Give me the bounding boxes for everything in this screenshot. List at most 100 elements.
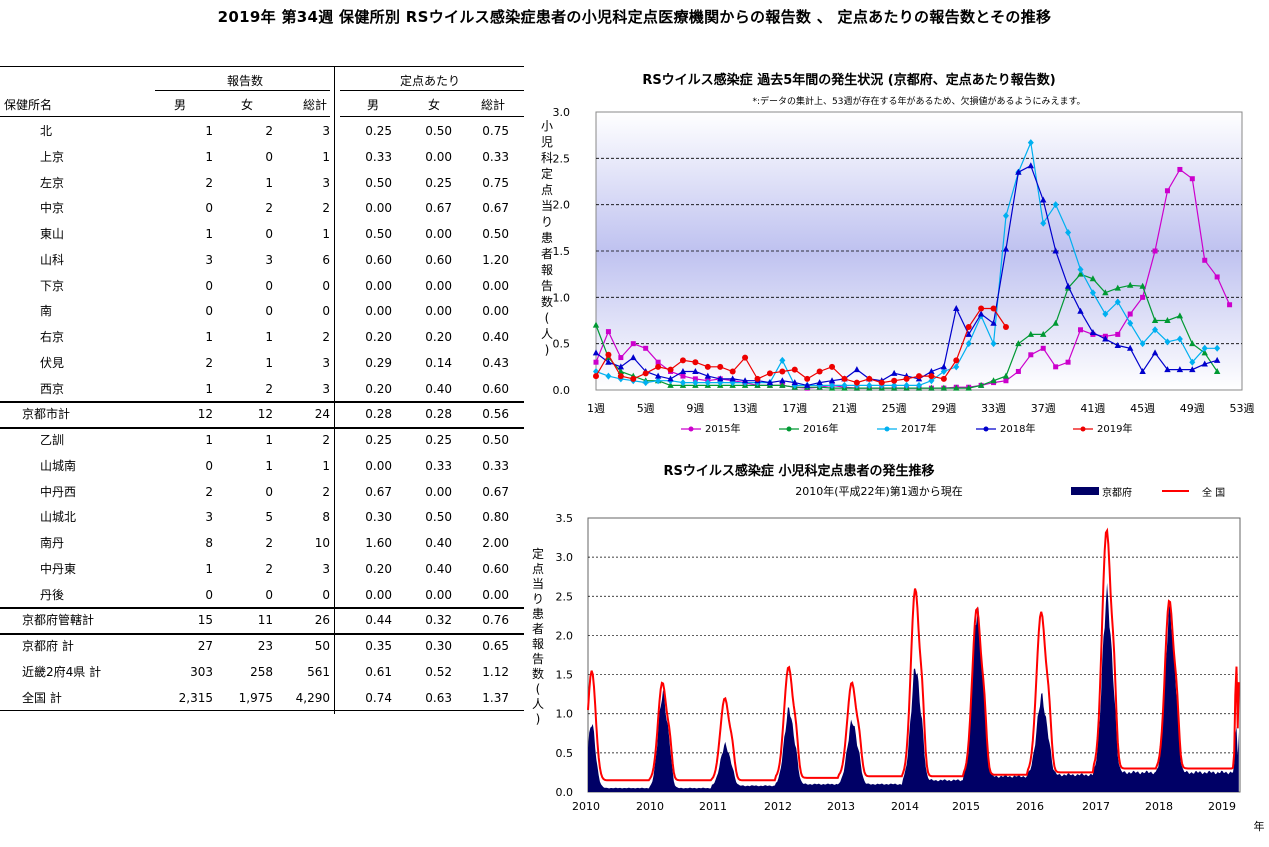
- cell-m: 0: [205, 304, 213, 319]
- x-tick-label: 13週: [733, 402, 758, 415]
- cell-t: 8: [322, 510, 330, 525]
- cell-m: 1: [205, 381, 213, 396]
- data-point: [977, 310, 985, 317]
- data-point: [1064, 282, 1072, 289]
- cell-pt: 0.65: [482, 639, 509, 653]
- cell-pm: 0.30: [365, 510, 392, 525]
- y-axis-label-char: 者: [541, 247, 553, 261]
- data-point: [642, 379, 649, 387]
- data-point: [1127, 311, 1133, 317]
- cell-pt: 0.60: [482, 561, 509, 576]
- cell-m: 27: [197, 639, 213, 653]
- data-point: [1065, 359, 1071, 365]
- data-point: [692, 367, 699, 374]
- data-point: [953, 363, 960, 371]
- station-name: 西京: [40, 381, 65, 396]
- cell-pt: 0.50: [482, 433, 509, 447]
- data-point: [779, 356, 786, 364]
- station-name: 京都府 計: [22, 639, 74, 653]
- cell-pt: 0.33: [482, 458, 509, 473]
- y-axis-label-char: (: [536, 682, 541, 696]
- y-tick-label: 1.0: [553, 291, 571, 304]
- table-row: 左京 2 1 3 0.50 0.25 0.75: [0, 171, 524, 197]
- data-point: [593, 373, 599, 380]
- data-point: [990, 377, 997, 384]
- data-point: [1164, 338, 1171, 346]
- data-point: [977, 381, 985, 388]
- data-point: [692, 379, 699, 387]
- data-point: [1077, 266, 1084, 274]
- data-point: [1139, 367, 1146, 374]
- data-point: [965, 384, 972, 391]
- data-point: [1126, 344, 1134, 351]
- cell-m: 8: [205, 536, 213, 550]
- data-point: [1015, 368, 1021, 374]
- data-point: [741, 377, 749, 384]
- data-point: [679, 367, 687, 374]
- data-point: [1052, 319, 1059, 326]
- table-row: 中丹西 2 0 2 0.67 0.00 0.67: [0, 480, 524, 506]
- data-point: [1177, 166, 1183, 172]
- cell-pf: 0.60: [425, 252, 452, 267]
- cell-t: 1: [322, 149, 330, 164]
- cell-f: 1: [265, 330, 273, 344]
- cell-t: 3: [322, 561, 330, 576]
- cell-pt: 0.67: [482, 484, 509, 499]
- data-point: [1126, 281, 1134, 288]
- cell-pm: 0.00: [365, 587, 392, 602]
- cell-t: 0: [322, 587, 330, 602]
- data-point: [1152, 248, 1158, 254]
- data-point: [816, 368, 823, 375]
- cell-pt: 0.50: [482, 227, 509, 241]
- cell-t: 0: [322, 278, 330, 293]
- data-point: [1152, 326, 1159, 334]
- cell-t: 2: [322, 201, 330, 216]
- table-row: 山城北 3 5 8 0.30 0.50 0.80: [0, 505, 524, 531]
- y-tick-label: 0.5: [553, 338, 571, 351]
- legend-marker: [884, 426, 890, 432]
- x-tick-label: 2011: [699, 800, 727, 813]
- cell-m: 2: [205, 175, 213, 190]
- cell-pf: 0.40: [425, 536, 452, 550]
- data-point: [617, 363, 625, 370]
- cell-pt: 0.43: [482, 355, 509, 370]
- data-point: [729, 368, 736, 375]
- legend-marker: [786, 426, 792, 432]
- data-point: [742, 354, 749, 361]
- cell-pm: 0.28: [365, 407, 392, 422]
- data-point: [940, 375, 947, 382]
- data-point: [630, 375, 637, 382]
- station-name: 上京: [40, 149, 65, 164]
- y-axis-label-char: (: [545, 311, 550, 325]
- header-f: 女: [240, 98, 253, 112]
- legend-marker: [688, 426, 694, 432]
- y-tick-label: 3.0: [556, 551, 574, 564]
- cell-pm: 0.00: [365, 278, 392, 293]
- data-point: [841, 381, 848, 389]
- cell-pm: 0.20: [365, 561, 392, 576]
- cell-f: 1: [265, 355, 273, 370]
- x-tick-label: 33週: [981, 402, 1006, 415]
- table-rule: [155, 116, 330, 117]
- cell-pf: 0.00: [425, 304, 452, 319]
- cell-pf: 0.50: [425, 124, 452, 138]
- data-point: [928, 373, 935, 380]
- y-tick-label: 3.0: [553, 106, 571, 119]
- cell-m: 0: [205, 278, 213, 293]
- cell-pm: 0.00: [365, 304, 392, 319]
- data-point: [704, 379, 711, 387]
- cell-pf: 0.00: [425, 278, 452, 293]
- cell-pf: 0.32: [425, 613, 452, 628]
- data-point: [704, 363, 711, 370]
- cell-pm: 0.00: [365, 458, 392, 473]
- cell-pm: 0.20: [365, 330, 392, 344]
- chart-title: RSウイルス感染症 小児科定点患者の発生推移: [664, 463, 935, 479]
- cell-m: 1: [205, 124, 213, 138]
- y-axis-label-char: 科: [541, 151, 553, 165]
- x-tick-label: 37週: [1031, 402, 1056, 415]
- data-point: [717, 363, 724, 370]
- data-point: [1028, 352, 1034, 358]
- y-axis-label-char: 点: [532, 562, 544, 576]
- x-tick-label: 9週: [686, 402, 704, 415]
- cell-t: 3: [322, 124, 330, 138]
